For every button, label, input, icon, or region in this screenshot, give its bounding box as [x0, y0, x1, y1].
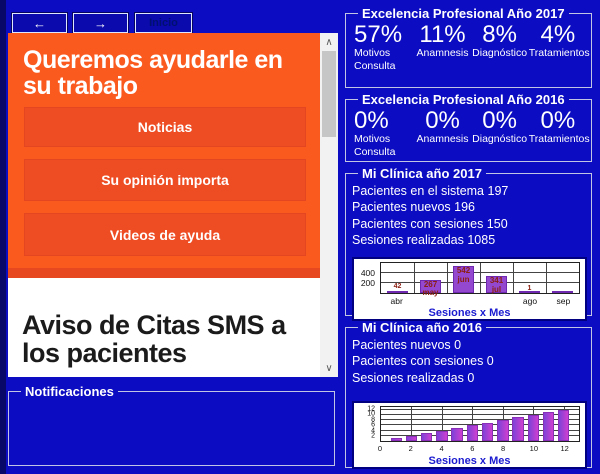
stat-line: Sesiones realizadas 1085: [352, 232, 496, 247]
metric-value: 0%: [425, 107, 460, 134]
metric-label: Motivos Consulta: [354, 133, 396, 158]
metric-value: 4%: [540, 21, 576, 48]
metric-anamnesis: 0% Anamnesis: [415, 108, 471, 158]
noticias-button[interactable]: Noticias: [24, 107, 306, 147]
videos-button[interactable]: Videos de ayuda: [24, 213, 306, 256]
metric-value: 11%: [419, 21, 466, 48]
chart-y-axis: 2 4 6 8 10 12: [367, 405, 375, 440]
excelencia-2017-group: Excelencia Profesional Año 2017 57% Moti…: [345, 6, 592, 88]
notice-area: Aviso de Citas SMS a los pacientes: [8, 278, 320, 377]
chart-plot-area: [380, 406, 580, 442]
stat-line: Pacientes con sesiones 150: [352, 216, 508, 231]
inicio-button-label: Inicio: [149, 17, 178, 29]
clinica-2016-group: Mi Clínica año 2016 Pacientes nuevos 0 P…: [345, 320, 592, 469]
chart-x-axis: 0 2 4 6 8 10 12: [377, 444, 569, 453]
notifications-title: Notificaciones: [25, 384, 114, 399]
metric-tratamientos: 0% Tratamientos: [528, 107, 590, 158]
inicio-button[interactable]: Inicio: [134, 12, 193, 34]
metric-tratamientos: 4% Tratamientos: [528, 21, 590, 72]
excelencia-2016-title: Excelencia Profesional Año 2016: [362, 92, 565, 107]
stat-line: Pacientes nuevos 0: [352, 338, 462, 352]
clinica-2016-stats: Pacientes nuevos 0 Pacientes con sesione…: [346, 335, 591, 386]
clinica-2017-stats: Pacientes en el sistema 197 Pacientes nu…: [346, 181, 591, 248]
sms-notice-heading: Aviso de Citas SMS a los pacientes: [22, 310, 286, 368]
metric-label: Tratamientos: [528, 47, 590, 60]
metric-label: Anamnesis: [416, 47, 469, 60]
opinion-button[interactable]: Su opinión importa: [24, 159, 306, 201]
back-arrow-icon: ←: [33, 15, 46, 31]
metric-diagnostico: 0% Diagnóstico: [470, 108, 528, 158]
promo-heading: Queremos ayudarle en su trabajo: [23, 46, 283, 100]
metric-label: Tratamientos: [528, 133, 590, 146]
clinica-2016-title: Mi Clínica año 2016: [362, 320, 482, 335]
metric-anamnesis: 11% Anamnesis: [415, 22, 471, 72]
stat-line: Sesiones realizadas 0: [352, 370, 475, 385]
metric-value: 0%: [540, 107, 576, 134]
metric-label: Anamnesis: [416, 133, 469, 146]
back-button[interactable]: ←: [11, 12, 68, 34]
forward-arrow-icon: →: [94, 15, 107, 31]
forward-button[interactable]: →: [72, 12, 129, 34]
scroll-up-icon[interactable]: ∧: [325, 36, 333, 48]
chart-plot-area: 42 267 may 542 jun 341 jul 1: [380, 262, 580, 297]
clinica-2017-group: Mi Clínica año 2017 Pacientes en el sist…: [345, 166, 592, 321]
metric-motivos: 57% Motivos Consulta: [354, 22, 415, 72]
metric-value: 0%: [482, 107, 517, 134]
sesiones-2016-chart: 2 4 6 8 10 12 0 2 4 6 8 10 12 Sesiones x Mes: [352, 401, 587, 469]
metric-value: 57%: [354, 21, 403, 48]
notifications-group: Notificaciones: [8, 384, 335, 466]
stat-line: Pacientes nuevos 196: [352, 200, 476, 215]
excelencia-2016-group: Excelencia Profesional Año 2016 0% Motiv…: [345, 92, 592, 162]
excelencia-2016-metrics: 0% Motivos Consulta 0% Anamnesis 0% Diag…: [346, 107, 591, 158]
sesiones-2017-chart: 200 400 42 267 may 542 jun 341 jul 1 abr ago sep S…: [352, 257, 587, 321]
chart-title: Sesiones x Mes: [428, 307, 511, 319]
metric-motivos: 0% Motivos Consulta: [354, 108, 415, 158]
promo-panel: Queremos ayudarle en su trabajo Noticias…: [8, 33, 320, 278]
excelencia-2017-title: Excelencia Profesional Año 2017: [362, 6, 565, 21]
excelencia-2017-metrics: 57% Motivos Consulta 11% Anamnesis 8% Di…: [346, 21, 591, 72]
metric-label: Motivos Consulta: [354, 47, 396, 72]
browser-scrollbar[interactable]: ∧ ∨: [320, 33, 338, 377]
stat-line: Pacientes en el sistema 197: [352, 184, 509, 198]
metric-label: Diagnóstico: [472, 133, 528, 146]
scrollbar-thumb[interactable]: [322, 51, 336, 137]
window-left-edge: [0, 0, 6, 474]
stat-line: Pacientes con sesiones 0: [352, 354, 494, 369]
chart-title: Sesiones x Mes: [428, 455, 511, 467]
promo-bottom-strip: [8, 268, 320, 278]
chart-y-axis: 200 400: [360, 267, 375, 289]
metric-value: 0%: [354, 107, 389, 134]
metric-diagnostico: 8% Diagnóstico: [470, 22, 528, 72]
scroll-down-icon[interactable]: ∨: [325, 362, 333, 374]
chart-x-axis: abr ago sep: [390, 296, 571, 306]
metric-label: Diagnóstico: [472, 47, 528, 60]
embedded-browser-panel: Queremos ayudarle en su trabajo Noticias…: [8, 33, 338, 377]
metric-value: 8%: [482, 21, 517, 48]
clinica-2017-title: Mi Clínica año 2017: [362, 166, 482, 181]
